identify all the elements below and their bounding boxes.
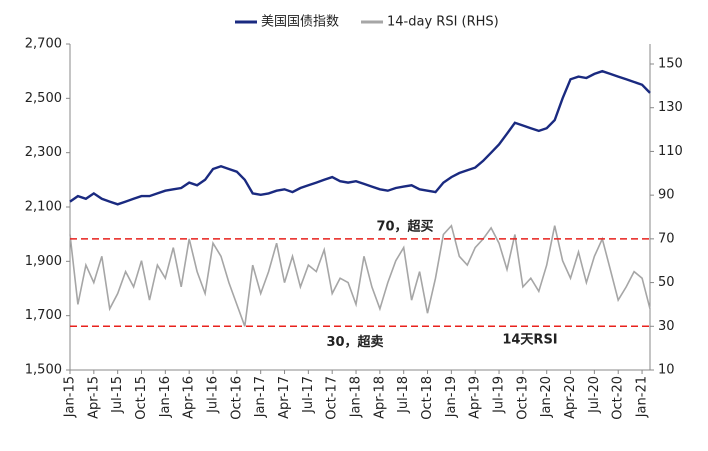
x-tick-label: Apr-16 [182, 376, 197, 419]
y-tick-label: 2,700 [25, 37, 62, 52]
y-tick-label: 1,700 [25, 308, 62, 323]
y2-tick-label: 130 [658, 100, 683, 115]
x-tick-label: Jul-15 [110, 376, 125, 414]
y2-tick-label: 150 [658, 57, 683, 72]
x-tick-label: Jan-15 [63, 376, 78, 418]
legend-label: 美国国债指数 [261, 15, 339, 30]
y2-tick-label: 50 [658, 275, 675, 290]
x-tick-label: Oct-18 [420, 376, 435, 420]
x-tick-label: Oct-15 [134, 376, 149, 420]
x-tick-label: Oct-16 [229, 376, 244, 420]
series-line [69, 69, 651, 206]
x-tick-label: Oct-20 [611, 376, 626, 420]
x-tick-label: Apr-18 [372, 376, 387, 419]
x-tick-label: Oct-17 [325, 376, 340, 420]
y-tick-label: 2,300 [25, 145, 62, 160]
y2-tick-label: 90 [658, 188, 675, 203]
y-tick-label: 1,500 [25, 363, 62, 378]
y2-tick-label: 30 [658, 319, 675, 334]
x-tick-label: Jan-16 [158, 376, 173, 418]
x-tick-label: Jan-21 [635, 376, 650, 418]
x-tick-label: Jul-19 [492, 376, 507, 414]
x-tick-label: Jan-19 [444, 376, 459, 418]
x-tick-label: Oct-19 [515, 376, 530, 420]
y2-tick-label: 70 [658, 231, 675, 246]
x-tick-label: Apr-20 [563, 376, 578, 419]
annotation: 14天RSI [502, 333, 557, 348]
reference-label: 70，超买 [376, 218, 433, 234]
x-tick-label: Jan-18 [349, 376, 364, 418]
x-tick-label: Jul-20 [587, 376, 602, 414]
x-tick-label: Jul-16 [206, 376, 221, 414]
series-line [69, 224, 651, 327]
legend-label: 14-day RSI (RHS) [387, 15, 499, 30]
x-tick-label: Apr-19 [468, 376, 483, 419]
x-tick-label: Jul-17 [301, 376, 316, 414]
y-tick-label: 2,100 [25, 200, 62, 215]
x-tick-label: Jan-17 [253, 376, 268, 418]
y-tick-label: 1,900 [25, 254, 62, 269]
x-tick-label: Apr-15 [86, 376, 101, 419]
x-tick-label: Jan-20 [539, 376, 554, 418]
y-tick-label: 2,500 [25, 91, 62, 106]
y2-tick-label: 110 [658, 144, 683, 159]
reference-label: 30，超卖 [326, 334, 383, 350]
y2-tick-label: 10 [658, 363, 675, 378]
x-tick-label: Jul-18 [396, 376, 411, 414]
x-tick-label: Apr-17 [277, 376, 292, 419]
